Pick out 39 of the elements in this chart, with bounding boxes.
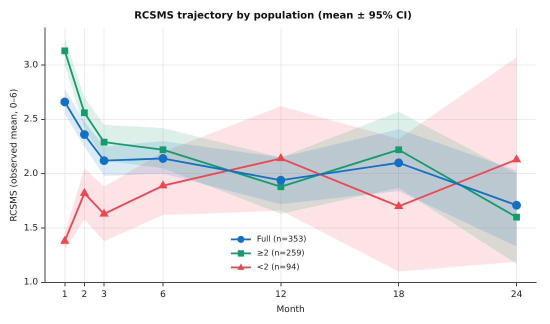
point: [512, 155, 520, 162]
chart-title: RCSMS trajectory by population (mean ± 95% CI): [134, 10, 412, 22]
point: [160, 146, 166, 154]
point: [159, 181, 167, 188]
point: [277, 183, 284, 190]
x-axis-title: Month: [276, 304, 305, 315]
y-tick-label: 2.0: [24, 169, 38, 180]
point: [512, 200, 521, 210]
point: [394, 202, 403, 209]
point: [60, 98, 70, 106]
point: [513, 214, 520, 221]
x-tick-label: 6: [160, 290, 166, 300]
x-tick-label: 3: [101, 290, 107, 300]
point: [100, 210, 108, 217]
point: [61, 47, 68, 54]
point: [60, 236, 69, 244]
point: [80, 130, 89, 139]
point: [81, 109, 88, 116]
y-tick-label: 1.0: [24, 278, 38, 288]
y-tick-label: 1.5: [24, 223, 38, 234]
legend-label: <2 (n=94): [256, 262, 300, 272]
y-tick-label: 2.5: [24, 114, 38, 125]
y-tick-label: 3.0: [24, 60, 38, 70]
x-tick-label: 24: [510, 290, 523, 300]
x-tick-label: 1: [62, 290, 68, 300]
point: [276, 176, 286, 185]
point: [80, 188, 88, 196]
point: [395, 146, 402, 154]
x-tick-label: 18: [392, 290, 405, 300]
point: [394, 158, 404, 168]
point: [158, 154, 168, 163]
x-tick-label: 2: [82, 290, 88, 300]
legend-label: Full (n=353): [256, 234, 306, 244]
x-tick-label: 12: [275, 290, 287, 300]
y-axis-title: RCSMS (observed mean, 0–6): [10, 88, 20, 222]
point: [276, 154, 285, 162]
point: [100, 156, 108, 166]
point: [100, 138, 108, 146]
legend-label: ≥2 (n=259): [256, 248, 305, 258]
